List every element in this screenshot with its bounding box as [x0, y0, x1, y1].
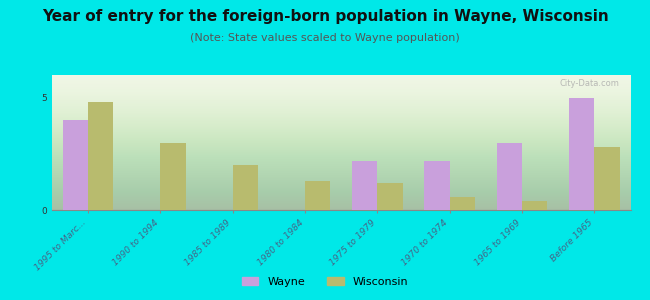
Bar: [497, 142, 522, 210]
Bar: [594, 147, 619, 210]
Bar: [450, 196, 475, 210]
Bar: [522, 201, 547, 210]
Legend: Wayne, Wisconsin: Wayne, Wisconsin: [237, 273, 413, 291]
Bar: [305, 181, 330, 210]
Text: (Note: State values scaled to Wayne population): (Note: State values scaled to Wayne popu…: [190, 33, 460, 43]
Bar: [569, 98, 594, 210]
Bar: [424, 160, 450, 210]
Bar: [378, 183, 403, 210]
Text: Year of entry for the foreign-born population in Wayne, Wisconsin: Year of entry for the foreign-born popul…: [42, 9, 608, 24]
Bar: [352, 160, 378, 210]
Bar: [63, 120, 88, 210]
Bar: [233, 165, 258, 210]
Bar: [161, 142, 186, 210]
Text: City-Data.com: City-Data.com: [559, 79, 619, 88]
Bar: [88, 102, 114, 210]
